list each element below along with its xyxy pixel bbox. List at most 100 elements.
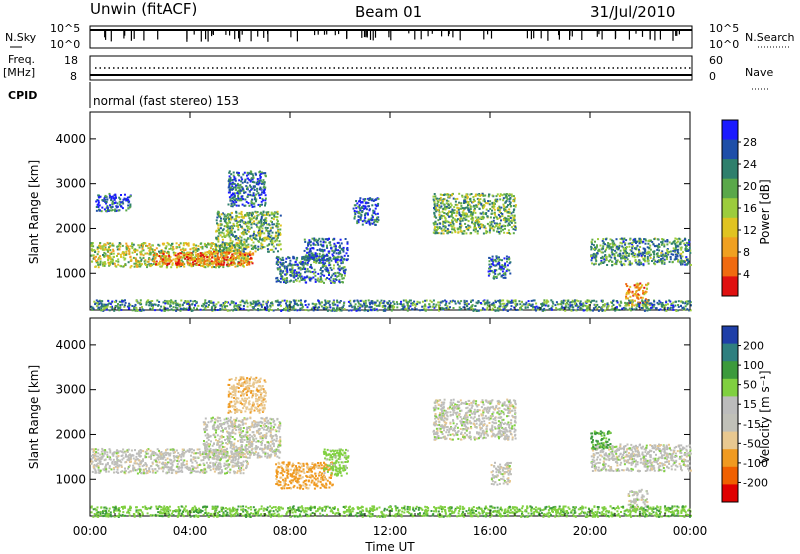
scatter-cell bbox=[654, 260, 657, 263]
scatter-cell bbox=[331, 302, 334, 305]
scatter-cell bbox=[152, 255, 155, 258]
scatter-cell bbox=[313, 239, 316, 242]
scatter-cell bbox=[314, 252, 317, 255]
scatter-cell bbox=[452, 197, 455, 200]
scatter-cell bbox=[324, 265, 327, 268]
scatter-cell bbox=[606, 246, 608, 249]
scatter-cell bbox=[198, 264, 201, 266]
scatter-cell bbox=[482, 199, 485, 202]
scatter-cell bbox=[493, 216, 495, 219]
scatter-cell bbox=[374, 203, 377, 206]
scatter-cell bbox=[228, 231, 231, 234]
scatter-cell bbox=[160, 265, 163, 268]
scatter-cell bbox=[638, 250, 641, 253]
scatter-cell bbox=[624, 243, 627, 246]
scatter-cell bbox=[469, 306, 472, 309]
scatter-cell bbox=[627, 292, 630, 295]
scatter-cell bbox=[107, 248, 110, 251]
scatter-cell bbox=[228, 245, 231, 248]
scatter-cell bbox=[262, 172, 265, 175]
scatter-cell bbox=[439, 206, 442, 209]
scatter-cell bbox=[613, 253, 616, 256]
scatter-cell bbox=[436, 229, 438, 231]
scatter-cell bbox=[267, 237, 270, 240]
scatter-cell bbox=[458, 211, 461, 214]
scatter-cell bbox=[284, 273, 287, 276]
scatter-cell bbox=[211, 256, 214, 259]
scatter-cell bbox=[136, 265, 139, 268]
scatter-cell bbox=[550, 307, 553, 310]
scatter-cell bbox=[595, 247, 598, 250]
scatter-cell bbox=[249, 250, 252, 253]
scatter-cell bbox=[270, 212, 273, 215]
scatter-cell bbox=[161, 262, 164, 265]
scatter-cell bbox=[656, 261, 659, 264]
scatter-cell bbox=[226, 230, 229, 233]
scatter-cell bbox=[98, 244, 100, 247]
scatter-cell bbox=[492, 260, 495, 263]
scatter-cell bbox=[136, 259, 139, 262]
scatter-cell bbox=[492, 271, 495, 274]
scatter-cell bbox=[104, 252, 107, 255]
scatter-cell bbox=[460, 207, 462, 210]
scatter-cell bbox=[478, 217, 481, 220]
scatter-cell bbox=[367, 201, 370, 204]
scatter-cell bbox=[463, 212, 466, 215]
scatter-cell bbox=[355, 307, 358, 310]
scatter-cell bbox=[179, 259, 182, 262]
scatter-cell bbox=[502, 197, 505, 200]
scatter-cell bbox=[308, 276, 311, 279]
scatter-cell bbox=[350, 305, 353, 308]
scatter-cell bbox=[229, 178, 232, 181]
scatter-cell bbox=[191, 259, 194, 261]
scatter-cell bbox=[681, 307, 684, 309]
scatter-cell bbox=[259, 187, 262, 190]
scatter-cell bbox=[128, 248, 131, 251]
scatter-cell bbox=[225, 256, 228, 259]
scatter-cell bbox=[676, 249, 679, 251]
scatter-cell bbox=[474, 193, 477, 196]
scatter-cell bbox=[264, 186, 267, 189]
scatter-cell bbox=[285, 272, 288, 275]
scatter-cell bbox=[233, 218, 236, 221]
scatter-cell bbox=[140, 258, 143, 261]
scatter-cell bbox=[496, 257, 499, 260]
scatter-cell bbox=[467, 228, 470, 231]
scatter-cell bbox=[387, 308, 390, 310]
scatter-cell bbox=[361, 207, 364, 209]
scatter-cell bbox=[128, 206, 131, 209]
scatter-cell bbox=[445, 207, 448, 210]
scatter-cell bbox=[353, 215, 356, 218]
scatter-cell bbox=[457, 300, 460, 303]
scatter-cell bbox=[124, 257, 127, 260]
scatter-cell bbox=[276, 220, 279, 223]
scatter-cell bbox=[358, 200, 360, 203]
scatter-cell bbox=[473, 225, 476, 228]
scatter-cell bbox=[435, 206, 438, 209]
scatter-cell bbox=[663, 245, 666, 248]
scatter-cell bbox=[656, 301, 659, 304]
scatter-cell bbox=[110, 260, 112, 263]
scatter-cell bbox=[480, 223, 483, 226]
scatter-cell bbox=[168, 254, 171, 257]
scatter-cell bbox=[159, 265, 162, 268]
scatter-cell bbox=[243, 171, 246, 174]
scatter-cell bbox=[140, 309, 143, 312]
scatter-cell bbox=[332, 257, 335, 260]
scatter-cell bbox=[491, 205, 494, 208]
scatter-cell bbox=[212, 301, 215, 304]
scatter-cell bbox=[452, 228, 455, 231]
scatter-cell bbox=[653, 259, 656, 262]
scatter-cell bbox=[334, 259, 337, 262]
scatter-cell bbox=[238, 212, 241, 215]
scatter-cell bbox=[235, 198, 238, 200]
scatter-cell bbox=[330, 268, 333, 271]
scatter-cell bbox=[507, 229, 510, 232]
scatter-cell bbox=[668, 260, 671, 263]
scatter-cell bbox=[328, 303, 331, 306]
scatter-cell bbox=[327, 250, 330, 253]
scatter-cell bbox=[109, 249, 112, 252]
scatter-cell bbox=[638, 254, 640, 257]
scatter-cell bbox=[688, 246, 691, 249]
scatter-cell bbox=[112, 197, 115, 200]
